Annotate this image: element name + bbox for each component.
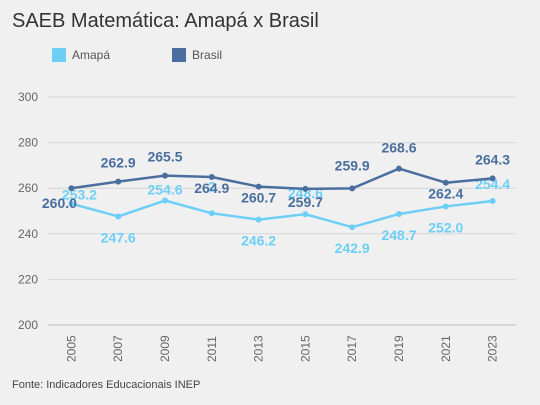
data-point-brasil (255, 183, 262, 190)
series-line-brasil (71, 167, 493, 191)
data-point-brasil (442, 179, 449, 186)
data-label-brasil: 264.3 (475, 151, 510, 167)
data-label-brasil: 260.7 (241, 190, 276, 206)
series-line-amapa (71, 199, 493, 229)
legend-label-brasil: Brasil (192, 48, 223, 62)
data-label-brasil: 265.5 (147, 149, 182, 165)
x-tick-label: 2013 (252, 335, 266, 362)
data-label-amapa: 252.0 (428, 219, 463, 235)
x-tick-label: 2007 (111, 335, 125, 362)
data-point-brasil (302, 185, 309, 192)
data-point-brasil (68, 185, 75, 192)
data-label-amapa: 242.9 (335, 240, 370, 256)
data-point-brasil (208, 174, 215, 181)
data-label-amapa: 248.7 (381, 227, 416, 243)
y-tick-label: 260 (18, 181, 38, 195)
data-point-brasil (489, 175, 496, 182)
data-point-amapa (396, 210, 402, 217)
data-point-amapa (255, 216, 262, 223)
x-tick-label: 2011 (205, 336, 219, 362)
x-tick-label: 2019 (392, 335, 406, 362)
x-tick-label: 2023 (486, 335, 500, 362)
chart-title: SAEB Matemática: Amapá x Brasil (12, 10, 319, 32)
data-label-brasil: 262.4 (428, 186, 463, 202)
legend-swatch-brasil (172, 48, 187, 62)
data-label-brasil: 264.9 (194, 180, 229, 196)
legend-label-amapa: Amapá (72, 48, 111, 62)
data-point-brasil (349, 185, 356, 192)
y-tick-label: 220 (18, 272, 38, 286)
data-point-amapa (442, 203, 449, 210)
x-tick-label: 2005 (64, 335, 78, 362)
data-point-amapa (489, 197, 496, 204)
data-point-amapa (115, 213, 122, 220)
y-tick-label: 280 (18, 136, 38, 150)
data-point-amapa (162, 197, 168, 204)
source-note: Fonte: Indicadores Educacionais INEP (12, 379, 201, 391)
data-point-amapa (302, 211, 309, 218)
data-point-amapa (68, 200, 75, 207)
data-label-brasil: 262.9 (101, 155, 136, 171)
x-tick-label: 2017 (345, 335, 359, 362)
legend-item-brasil[interactable]: Brasil (172, 48, 222, 62)
data-point-brasil (162, 172, 168, 179)
data-label-brasil: 260.0 (42, 195, 77, 211)
data-label-amapa: 247.6 (101, 229, 136, 245)
legend: Amapá Brasil (52, 48, 284, 62)
data-label-amapa: 246.2 (241, 233, 276, 249)
data-point-brasil (115, 178, 122, 185)
x-tick-label: 2021 (439, 335, 453, 362)
data-point-amapa (349, 224, 356, 231)
data-label-amapa: 254.6 (147, 182, 182, 198)
x-tick-label: 2015 (298, 335, 312, 362)
data-label-brasil: 259.9 (335, 157, 370, 173)
y-tick-label: 240 (18, 227, 38, 241)
legend-item-amapa[interactable]: Amapá (52, 48, 110, 62)
data-point-brasil (396, 165, 402, 172)
data-point-amapa (208, 210, 215, 217)
data-label-amapa: 2 (208, 178, 216, 194)
x-tick-label: 2009 (158, 335, 172, 362)
y-tick-label: 200 (18, 318, 38, 332)
data-label-brasil: 259.7 (288, 194, 323, 210)
y-tick-label: 300 (18, 90, 38, 104)
legend-swatch-amapa (52, 48, 66, 62)
data-label-brasil: 268.6 (381, 140, 416, 156)
